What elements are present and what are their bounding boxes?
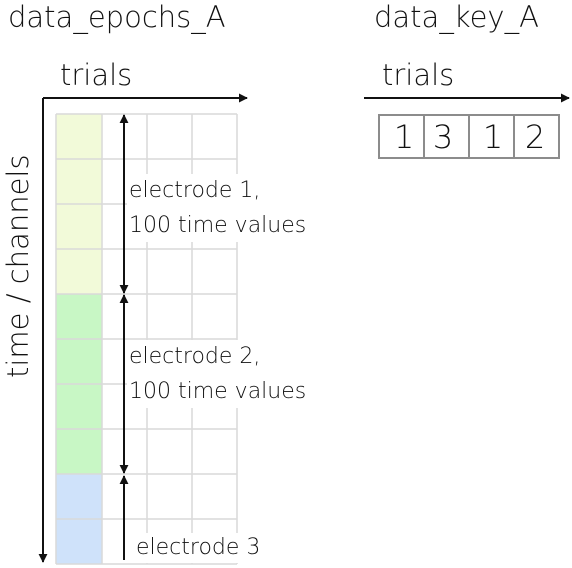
key-trials-label: trials	[382, 58, 454, 92]
epochs-title: data_epochs_A	[8, 0, 226, 35]
key-title: data_key_A	[374, 0, 539, 35]
key-cell-4: 2	[525, 118, 545, 156]
electrode-1-label-line1: electrode 1,	[129, 178, 260, 203]
electrode-2-label-line1: electrode 2,	[129, 344, 260, 369]
key-cell-3: 1	[483, 118, 503, 156]
electrode-2-label-line2: 100 time values	[129, 379, 306, 404]
electrode-1-label-line2: 100 time values	[129, 213, 306, 238]
electrode-3-label-bg	[133, 533, 271, 563]
electrode-2-label-bg	[127, 340, 311, 408]
electrode-1-label-bg	[127, 174, 311, 242]
electrode-3-label: electrode 3	[136, 535, 260, 560]
epochs-time-channels-label: time / channels	[1, 154, 35, 378]
key-cell-2: 3	[433, 118, 453, 156]
key-cell-1: 1	[394, 118, 414, 156]
epochs-trials-label: trials	[60, 58, 132, 92]
key-cells: 1 3 1 2	[378, 114, 560, 159]
